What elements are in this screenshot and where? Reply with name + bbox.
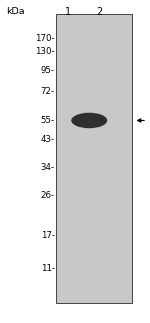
Text: 170-: 170- xyxy=(35,34,55,43)
Text: 130-: 130- xyxy=(35,47,55,56)
Text: 34-: 34- xyxy=(41,163,55,172)
Bar xyxy=(56,14,132,303)
Text: 72-: 72- xyxy=(41,87,55,96)
Text: 2: 2 xyxy=(97,7,103,16)
Text: 95-: 95- xyxy=(41,66,55,75)
Text: 1: 1 xyxy=(65,7,71,16)
Text: 55-: 55- xyxy=(41,116,55,125)
Ellipse shape xyxy=(71,113,107,128)
Text: 11-: 11- xyxy=(41,264,55,273)
Text: kDa: kDa xyxy=(6,7,25,16)
Text: 17-: 17- xyxy=(41,231,55,240)
Text: 43-: 43- xyxy=(41,135,55,144)
Text: 26-: 26- xyxy=(41,191,55,200)
